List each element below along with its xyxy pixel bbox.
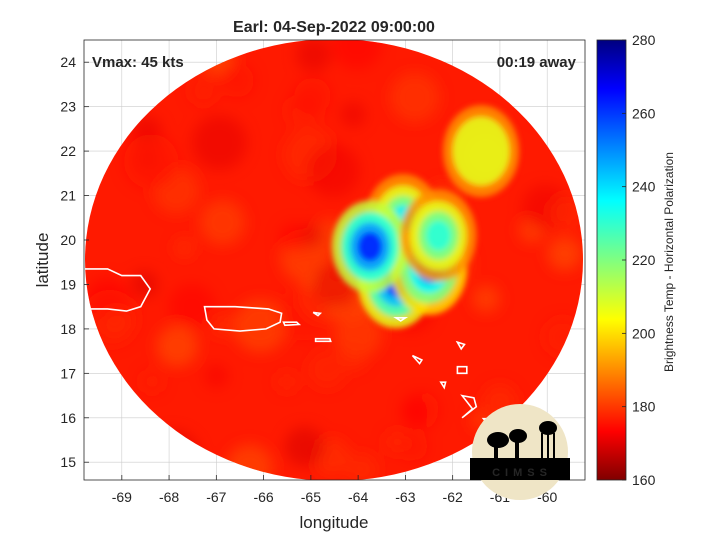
barbuda-coast	[455, 340, 466, 351]
y-tick-label: 22	[60, 143, 76, 159]
x-tick-label: -63	[395, 489, 415, 505]
antigua-coast	[456, 365, 468, 375]
st-croix-coast	[314, 337, 332, 343]
y-tick-label: 20	[60, 232, 76, 248]
cimss-logo: CIMSS	[470, 404, 570, 500]
x-tick-label: -69	[112, 489, 132, 505]
chart-title: Earl: 04-Sep-2022 09:00:00	[233, 19, 435, 36]
y-tick-label: 16	[60, 410, 76, 426]
x-tick-label: -68	[159, 489, 179, 505]
hispaniola-coast	[84, 268, 152, 312]
colorbar-tick-label: 280	[632, 32, 656, 48]
colorbar-tick-label: 160	[632, 472, 656, 488]
colorbar-ticks: 160 180 200 220 240 260 280	[622, 32, 656, 488]
anguilla-coast	[393, 317, 409, 322]
vieques-coast	[282, 321, 302, 327]
y-tick-label: 21	[60, 188, 76, 204]
colorbar-tick-label: 240	[632, 179, 656, 195]
x-tick-label: -66	[253, 489, 273, 505]
colorbar-gradient	[596, 39, 627, 481]
colorbar-label: Brightness Temp - Horizontal Polarizatio…	[662, 152, 676, 372]
colorbar-tick-label: 200	[632, 325, 656, 341]
x-tick-label: -65	[301, 489, 321, 505]
y-tick-label: 18	[60, 321, 76, 337]
colorbar-tick-label: 260	[632, 105, 656, 121]
y-tick-label: 19	[60, 276, 76, 292]
y-tick-label: 24	[60, 54, 76, 70]
virgin-islands-coast	[312, 311, 323, 317]
montserrat-coast	[439, 381, 447, 390]
x-tick-label: -62	[443, 489, 463, 505]
time-offset-annotation: 00:19 away	[497, 54, 577, 71]
y-tick-label: 23	[60, 99, 76, 115]
y-tick-label: 17	[60, 365, 76, 381]
y-tick-label: 15	[60, 454, 76, 470]
colorbar-tick-label: 220	[632, 252, 656, 268]
x-tick-label: -64	[348, 489, 368, 505]
colorbar-tick-label: 180	[632, 399, 656, 415]
satellite-dish-icon	[487, 429, 527, 460]
x-axis-label: longitude	[299, 513, 368, 532]
storm-cell-5-layer-3	[426, 220, 451, 251]
puerto-rico-coast	[203, 305, 283, 332]
y-axis-ticks: 15 16 17 18 19 20 21 22 23 24	[60, 54, 89, 470]
water-tower-icon	[539, 421, 557, 459]
storm-cell-6-layer-1	[452, 116, 510, 186]
st-kitts-coast	[411, 354, 424, 365]
vmax-annotation: Vmax: 45 kts	[92, 54, 184, 71]
storm-cell-4-layer-3	[357, 231, 383, 262]
colorbar: 160 180 200 220 240 260 280 Brightness Temp - …	[596, 32, 676, 488]
plot-frame	[83, 39, 586, 481]
logo-text: CIMSS	[492, 467, 552, 479]
y-axis-label: latitude	[33, 233, 52, 288]
storm-cells	[331, 105, 520, 329]
x-tick-label: -67	[206, 489, 226, 505]
guadeloupe-coast	[460, 394, 478, 419]
plot-area: -69 -68 -67 -66 -65 -64 -63 -62 -61 -60 151617181…	[60, 39, 586, 505]
